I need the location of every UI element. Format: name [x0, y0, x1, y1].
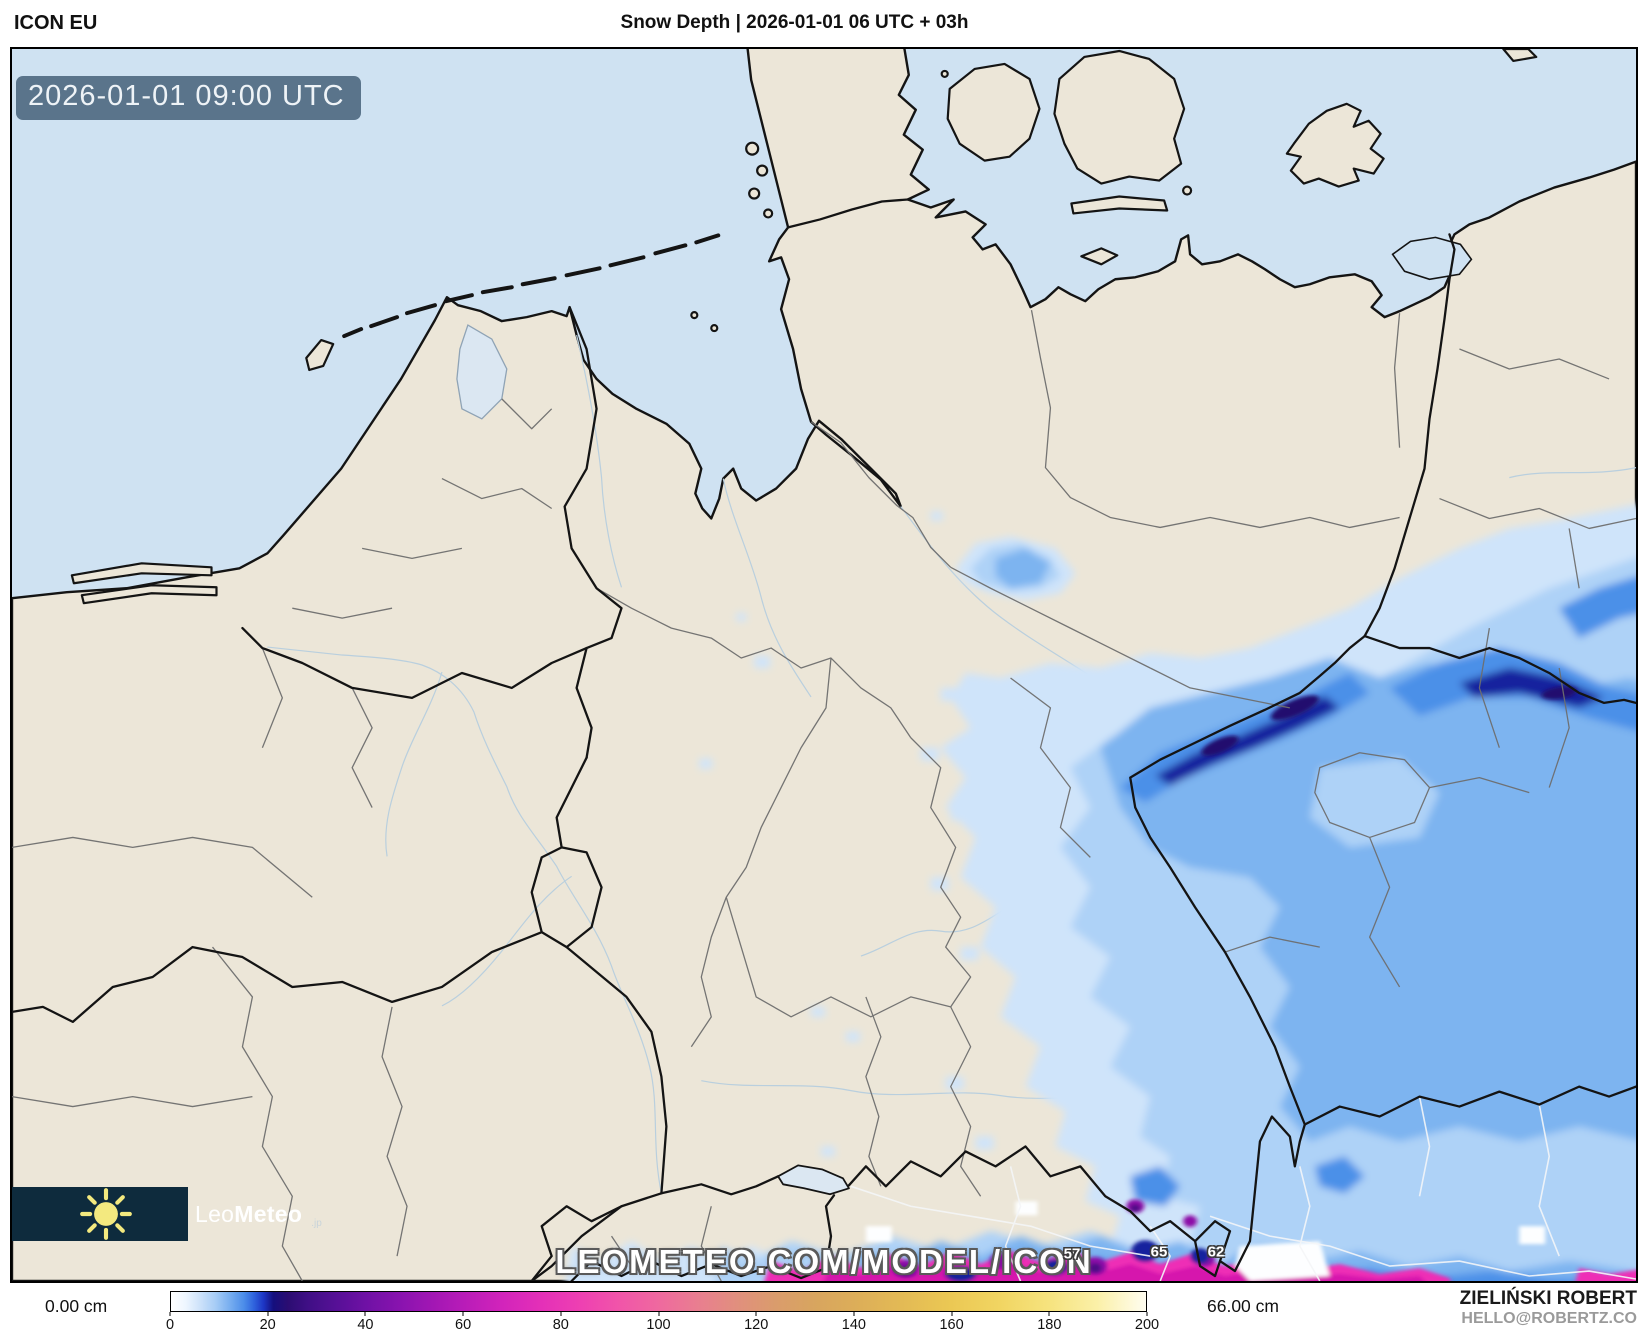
legend-min-value: 0.00 cm	[45, 1296, 108, 1316]
logo-suffix: .jp	[311, 1218, 322, 1229]
header-bar: ICON EU Snow Depth | 2026-01-01 06 UTC +…	[0, 0, 1649, 47]
colorbar-tick-label: 200	[1134, 1317, 1160, 1333]
colorbar-tick-label: 160	[939, 1317, 964, 1333]
colorbar-tick-mark	[755, 1312, 757, 1316]
snow-max-label: 57	[1063, 1245, 1081, 1263]
colorbar-tick-label: 100	[646, 1317, 671, 1333]
colorbar-tick-label: 120	[744, 1317, 769, 1333]
logo-text: LeoMeteo	[195, 1200, 303, 1227]
colorbar-tick-mark	[1048, 1312, 1050, 1316]
colorbar-ticks: 0 20 40 60 80 100 120 140 160 180 200	[166, 1312, 1159, 1336]
author-contact: HELLO@ROBERTZ.CO	[1461, 1310, 1637, 1328]
colorbar-tick-mark	[364, 1312, 366, 1316]
colorbar-tick-label: 0	[165, 1317, 175, 1333]
frisian-islands	[342, 233, 721, 339]
colorbar-tick-label: 60	[455, 1317, 472, 1333]
watermark-text: LEOMETEO.COM/MODEL/ICON	[555, 1243, 1093, 1280]
model-name: ICON EU	[14, 12, 98, 34]
snow-max-label: 65	[1150, 1243, 1168, 1261]
author-name: ZIELIŃSKI ROBERT	[1459, 1288, 1637, 1309]
islands	[70, 49, 1538, 605]
colorbar-tick-mark	[658, 1312, 659, 1316]
legend-max-value: 66.00 cm	[1207, 1296, 1279, 1316]
snow-field	[565, 504, 1636, 1281]
map-canvas: 2026-01-01 09:00 UTC LeoMeteo .jp LEOMET…	[10, 47, 1638, 1283]
page-title: Snow Depth | 2026-01-01 06 UTC + 03h	[620, 12, 969, 33]
country-borders	[12, 198, 1636, 1281]
colorbar-tick-mark	[1146, 1312, 1148, 1316]
colorbar-tick-mark	[267, 1312, 269, 1316]
region-borders	[12, 310, 1636, 1281]
timestamp-badge: 2026-01-01 09:00 UTC	[16, 76, 361, 120]
colorbar-tick-label: 40	[357, 1317, 374, 1333]
colorbar-tick-label: 20	[259, 1317, 276, 1333]
lakes	[456, 236, 1473, 420]
colorbar-tick-mark	[853, 1312, 855, 1316]
colorbar-tick-mark	[560, 1312, 562, 1316]
colorbar-tick-mark	[169, 1312, 171, 1316]
credits: ZIELIŃSKI ROBERT HELLO@ROBERTZ.CO	[1460, 1288, 1637, 1329]
leometeo-logo: LeoMeteo .jp	[12, 1187, 322, 1241]
colorbar-tick-label: 180	[1037, 1317, 1062, 1333]
colorbar	[170, 1291, 1147, 1312]
ijsselmeer-lake	[456, 324, 508, 420]
colorbar-tick-mark	[462, 1312, 464, 1316]
alpine-region-borders	[850, 1096, 1636, 1281]
sun-icon	[80, 1188, 132, 1240]
colorbar-tick-label: 80	[552, 1317, 569, 1333]
snow-max-label: 62	[1207, 1243, 1225, 1261]
colorbar-tick-label: 140	[841, 1317, 866, 1333]
colorbar-tick-mark	[951, 1312, 953, 1316]
map-svg	[12, 49, 1636, 1281]
